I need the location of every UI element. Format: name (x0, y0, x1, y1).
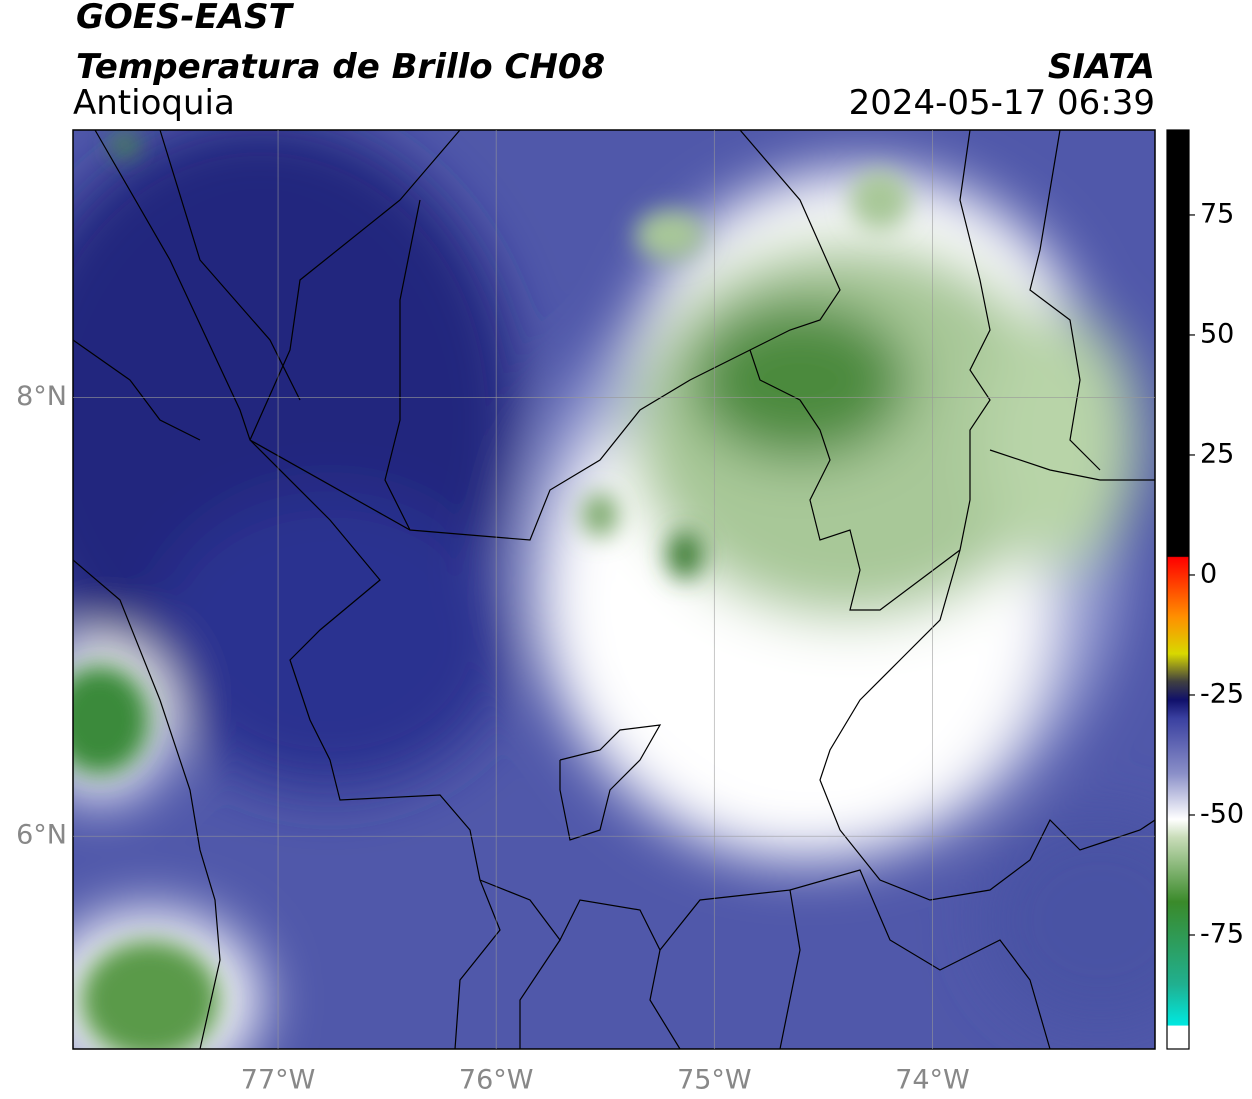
map-frame (72, 129, 1156, 1050)
colorbar-tick-label: 25 (1200, 438, 1234, 469)
colorbar-tick-label: 50 (1200, 318, 1234, 349)
datetime: 2024-05-17 06:39 (849, 83, 1155, 123)
colorbar (1166, 129, 1190, 1050)
x-tick-label: 74°W (895, 1065, 970, 1096)
y-tick-label: 8°N (16, 381, 67, 412)
colorbar-tick-label: -50 (1200, 798, 1244, 829)
y-tick-label: 6°N (16, 820, 67, 851)
satellite-image (73, 130, 1155, 1049)
colorbar-tick-label: -75 (1200, 918, 1244, 949)
x-tick-label: 77°W (241, 1065, 316, 1096)
x-tick-label: 75°W (677, 1065, 752, 1096)
colorbar-tick-label: 75 (1200, 198, 1234, 229)
source: SIATA (1048, 47, 1155, 87)
x-tick-label: 76°W (459, 1065, 534, 1096)
colorbar-tick-label: -25 (1200, 678, 1244, 709)
title: GOES-EAST (76, 0, 295, 37)
region: Antioquia (73, 83, 235, 123)
subtitle: Temperatura de Brillo CH08 (76, 47, 605, 87)
colorbar-tick-label: 0 (1200, 558, 1217, 589)
